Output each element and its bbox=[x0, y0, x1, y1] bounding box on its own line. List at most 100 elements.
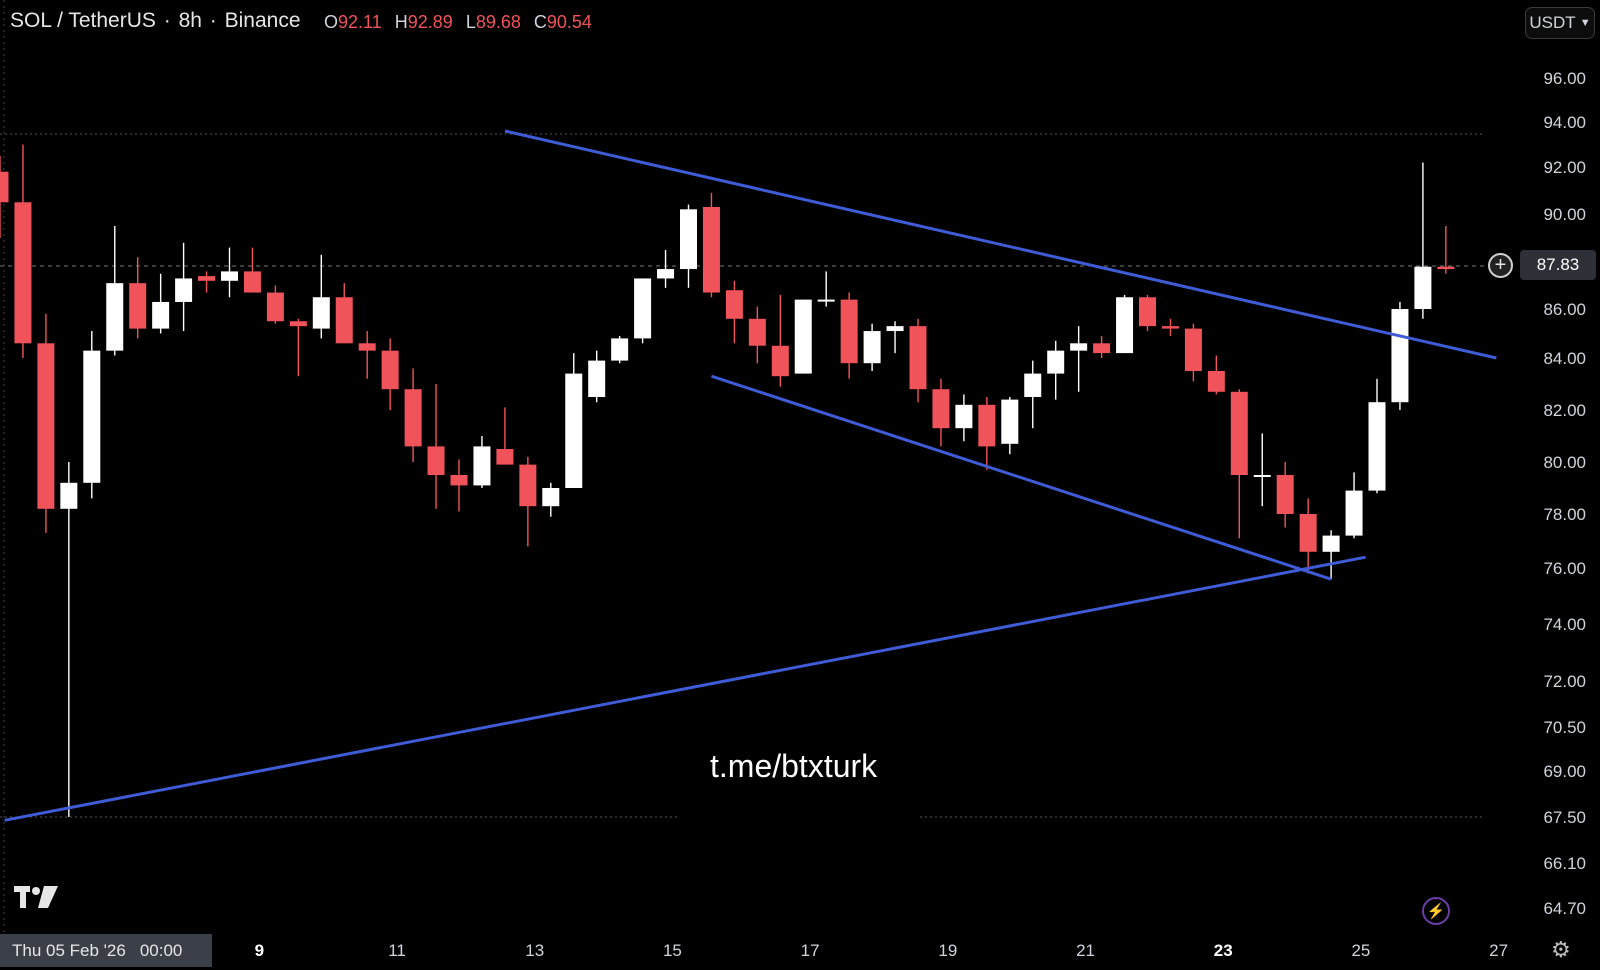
symbol-header[interactable]: SOL / TetherUS · 8h · Binance bbox=[10, 9, 301, 32]
candle-body bbox=[0, 171, 9, 203]
x-tick-label: 25 bbox=[1351, 941, 1370, 960]
candle-body bbox=[1001, 399, 1019, 444]
lightning-icon[interactable]: ⚡ bbox=[1422, 897, 1450, 925]
close-value: 90.54 bbox=[546, 12, 592, 32]
candle-body bbox=[381, 350, 399, 390]
candle-body bbox=[1322, 535, 1340, 552]
watermark-text: t.me/btxturk bbox=[710, 748, 878, 784]
candle-body bbox=[1161, 326, 1179, 329]
candle-body bbox=[37, 343, 55, 509]
candle-body bbox=[863, 331, 881, 364]
ohlc-readout: O92.11 H92.89 L89.68 C90.54 bbox=[324, 12, 600, 33]
candle-body bbox=[404, 389, 422, 447]
candle-body bbox=[289, 321, 307, 327]
y-tick-label: 96.00 bbox=[1543, 69, 1586, 88]
candle-body bbox=[817, 299, 835, 302]
candle-body bbox=[1207, 371, 1225, 392]
plus-circle-icon[interactable]: + bbox=[1488, 253, 1513, 278]
candle-body bbox=[1116, 297, 1134, 354]
candle-body bbox=[519, 464, 537, 507]
candle-body bbox=[1070, 343, 1088, 351]
x-tick-label: 13 bbox=[525, 941, 544, 960]
candle-body bbox=[1391, 309, 1409, 403]
candle-body bbox=[312, 297, 330, 329]
candle-body bbox=[14, 202, 32, 344]
y-tick-label: 80.00 bbox=[1543, 453, 1586, 472]
candle-body bbox=[1230, 391, 1248, 475]
candle-body bbox=[1276, 475, 1294, 514]
candle-body bbox=[473, 446, 491, 486]
x-tick-label: 21 bbox=[1076, 941, 1095, 960]
trendline bbox=[710, 374, 1332, 581]
symbol-name: SOL / TetherUS bbox=[10, 9, 156, 32]
candle-body bbox=[1093, 343, 1111, 354]
candle-body bbox=[565, 373, 583, 488]
candle-body bbox=[1299, 514, 1317, 552]
crosshair-time: 00:00 bbox=[139, 940, 183, 960]
low-value: 89.68 bbox=[475, 12, 521, 32]
candle-body bbox=[221, 271, 238, 281]
y-tick-label: 94.00 bbox=[1543, 113, 1586, 132]
crosshair-date: Thu 05 Feb '26 bbox=[12, 940, 126, 960]
candle-body bbox=[657, 269, 675, 279]
x-tick-label: 15 bbox=[663, 941, 682, 960]
candle-body bbox=[266, 292, 284, 322]
x-tick-label: 27 bbox=[1489, 941, 1508, 960]
y-tick-label: 90.00 bbox=[1543, 205, 1586, 224]
candle-body bbox=[932, 389, 950, 429]
candle-body bbox=[1414, 266, 1432, 309]
candle-body bbox=[978, 404, 996, 447]
x-tick-label: 23 bbox=[1214, 941, 1233, 960]
candle-body bbox=[955, 404, 973, 429]
current-price-label: 87.83 bbox=[1520, 250, 1596, 280]
candle-body bbox=[1345, 490, 1363, 536]
candle-body bbox=[794, 299, 812, 374]
candle-body bbox=[243, 271, 261, 293]
y-tick-label: 74.00 bbox=[1543, 615, 1586, 634]
candle-body bbox=[198, 276, 216, 281]
y-tick-label: 78.00 bbox=[1543, 505, 1586, 524]
currency-select-button[interactable]: USDT ▼ bbox=[1525, 7, 1595, 39]
crosshair-date-tag: Thu 05 Feb '26 00:00 bbox=[0, 934, 212, 967]
tradingview-logo-icon[interactable] bbox=[14, 886, 58, 913]
candle-body bbox=[175, 278, 193, 302]
candle-body bbox=[152, 301, 170, 329]
candle-body bbox=[886, 326, 904, 332]
candle-body bbox=[840, 299, 858, 364]
x-tick-label: 11 bbox=[388, 941, 406, 960]
candle-body bbox=[588, 360, 606, 397]
candle-body bbox=[1047, 350, 1065, 374]
chevron-down-icon: ▼ bbox=[1579, 17, 1591, 29]
y-tick-label: 66.10 bbox=[1543, 854, 1586, 873]
candle-body bbox=[725, 290, 743, 319]
candle-body bbox=[1437, 266, 1455, 270]
y-tick-label: 64.70 bbox=[1543, 899, 1586, 918]
y-tick-label: 72.00 bbox=[1543, 672, 1586, 691]
y-tick-label: 84.00 bbox=[1543, 349, 1586, 368]
close-label: C bbox=[533, 12, 547, 32]
interval-label: 8h bbox=[178, 9, 202, 32]
candle-body bbox=[1139, 297, 1156, 327]
candle-body bbox=[358, 343, 376, 351]
candle-body bbox=[83, 350, 101, 483]
y-tick-label: 82.00 bbox=[1543, 401, 1586, 420]
x-tick-label: 17 bbox=[801, 941, 820, 960]
candle-body bbox=[450, 475, 468, 486]
gear-icon[interactable]: ⚙ bbox=[1551, 937, 1571, 962]
candle-body bbox=[634, 278, 652, 339]
candle-body bbox=[1184, 328, 1202, 371]
y-tick-label: 69.00 bbox=[1543, 762, 1586, 781]
candle-body bbox=[106, 283, 124, 351]
trendline bbox=[504, 129, 1497, 360]
y-tick-label: 70.50 bbox=[1543, 718, 1586, 737]
high-label: H bbox=[394, 12, 408, 32]
high-value: 92.89 bbox=[407, 12, 453, 32]
x-tick-label: 9 bbox=[255, 941, 264, 960]
low-label: L bbox=[465, 12, 476, 32]
currency-label: USDT bbox=[1529, 13, 1576, 32]
candle-body bbox=[680, 209, 697, 270]
candle-body bbox=[611, 338, 629, 361]
x-tick-label: 19 bbox=[938, 941, 957, 960]
candle-body bbox=[771, 345, 789, 377]
